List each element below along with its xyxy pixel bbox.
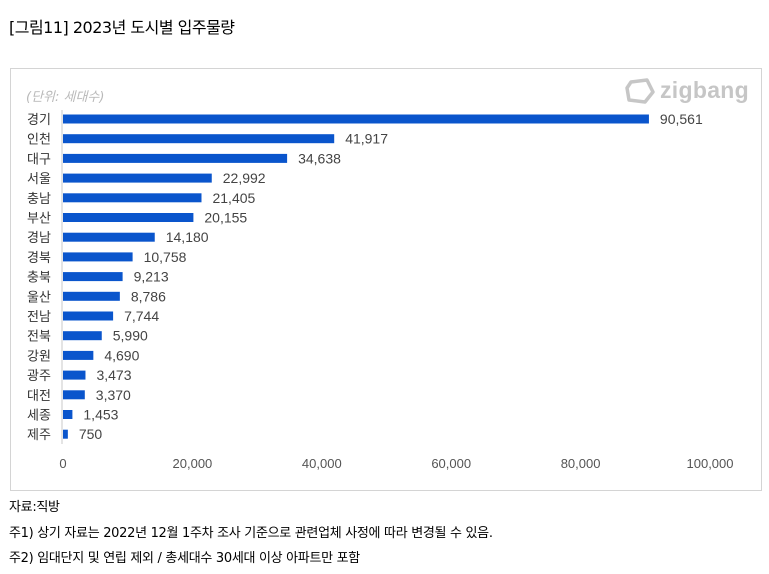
bar-광주 [63, 370, 86, 380]
unit-label: (단위: 세대수) [26, 90, 105, 105]
category-label: 전남 [27, 310, 51, 325]
bar-제주 [63, 429, 68, 439]
value-label: 90,561 [660, 111, 703, 127]
bar-경북 [63, 252, 133, 262]
category-label: 충남 [27, 192, 51, 207]
value-label: 5,990 [113, 328, 148, 344]
category-label: 광주 [27, 369, 51, 384]
category-label: 제주 [27, 428, 51, 443]
value-label: 14,180 [166, 229, 209, 245]
footnote-2: 주2) 임대단지 및 연립 제외 / 총세대수 30세대 이상 아파트만 포함 [9, 551, 360, 566]
category-label: 부산 [27, 212, 51, 227]
value-label: 34,638 [298, 150, 341, 166]
value-label: 22,992 [223, 170, 266, 186]
x-tick-label: 0 [59, 456, 66, 471]
category-label: 울산 [27, 290, 51, 305]
value-label: 21,405 [212, 190, 255, 206]
category-label: 충북 [27, 271, 51, 286]
category-label: 대구 [27, 152, 51, 167]
value-label: 20,155 [204, 210, 247, 226]
x-tick-label: 100,000 [687, 456, 734, 471]
category-label: 서울 [27, 172, 51, 187]
value-label: 10,758 [144, 249, 187, 265]
bar-울산 [63, 291, 120, 301]
value-label: 3,473 [96, 367, 131, 383]
category-label: 대전 [27, 389, 51, 404]
logo-text: zigbang [660, 77, 749, 103]
value-label: 7,744 [124, 308, 159, 324]
x-tick-label: 20,000 [173, 456, 213, 471]
x-tick-label: 60,000 [431, 456, 471, 471]
category-label: 강원 [27, 349, 51, 364]
value-label: 1,453 [83, 407, 118, 423]
x-tick-labels: 0 20,000 40,000 60,000 80,000 100,000 [59, 456, 733, 471]
bar-서울 [63, 173, 212, 183]
value-label: 750 [79, 426, 103, 442]
bar-충북 [63, 272, 123, 282]
zigbang-logo-icon [625, 77, 655, 104]
bar-강원 [63, 350, 94, 360]
value-label: 3,370 [96, 387, 131, 403]
bar-부산 [63, 213, 194, 222]
value-label: 8,786 [131, 288, 166, 304]
footnote-1: 주1) 상기 자료는 2022년 12월 1주차 조사 기준으로 관련업체 사정… [9, 526, 493, 541]
category-label: 인천 [27, 133, 51, 148]
category-label: 세종 [27, 409, 51, 424]
bars-group [63, 114, 649, 439]
bar-세종 [63, 410, 73, 419]
bar-대전 [63, 390, 85, 400]
x-tick-label: 40,000 [302, 456, 342, 471]
zigbang-logo: zigbang [625, 77, 749, 104]
value-label: 41,917 [345, 131, 388, 147]
x-tick-label: 80,000 [561, 456, 601, 471]
bar-경남 [63, 232, 155, 242]
bar-충남 [63, 193, 202, 203]
category-label: 경기 [27, 113, 51, 128]
source-note: 자료:직방 [9, 500, 60, 515]
bar-대구 [63, 153, 288, 163]
bar-경기 [63, 114, 649, 124]
category-label: 경남 [27, 231, 51, 246]
bar-전북 [63, 331, 102, 341]
value-label: 9,213 [134, 269, 169, 285]
category-label: 경북 [27, 251, 51, 266]
figure-title: [그림11] 2023년 도시별 입주물량 [9, 18, 235, 37]
bar-인천 [63, 134, 335, 144]
value-label: 4,690 [104, 347, 139, 363]
bar-전남 [63, 311, 114, 321]
category-label: 전북 [27, 330, 51, 345]
